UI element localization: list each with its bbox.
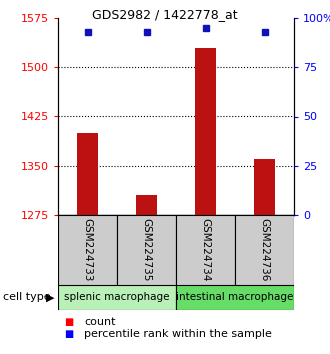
Text: splenic macrophage: splenic macrophage xyxy=(64,292,170,303)
Text: GDS2982 / 1422778_at: GDS2982 / 1422778_at xyxy=(92,8,238,21)
Bar xyxy=(77,133,98,215)
Bar xyxy=(176,285,294,310)
Bar xyxy=(58,215,117,285)
Text: percentile rank within the sample: percentile rank within the sample xyxy=(84,329,272,339)
Bar xyxy=(136,195,157,215)
Text: GSM224734: GSM224734 xyxy=(201,218,211,282)
Bar xyxy=(58,285,176,310)
Text: cell type: cell type xyxy=(3,292,51,303)
Bar xyxy=(235,215,294,285)
Text: intestinal macrophage: intestinal macrophage xyxy=(176,292,294,303)
Text: GSM224735: GSM224735 xyxy=(142,218,151,282)
Text: GSM224736: GSM224736 xyxy=(259,218,270,282)
Text: ■: ■ xyxy=(65,317,74,327)
Bar xyxy=(195,47,216,215)
Text: count: count xyxy=(84,317,116,327)
Bar xyxy=(176,215,235,285)
Text: GSM224733: GSM224733 xyxy=(82,218,92,282)
Bar xyxy=(254,159,275,215)
Text: ■: ■ xyxy=(65,329,74,339)
Text: ▶: ▶ xyxy=(46,292,54,303)
Bar xyxy=(117,215,176,285)
